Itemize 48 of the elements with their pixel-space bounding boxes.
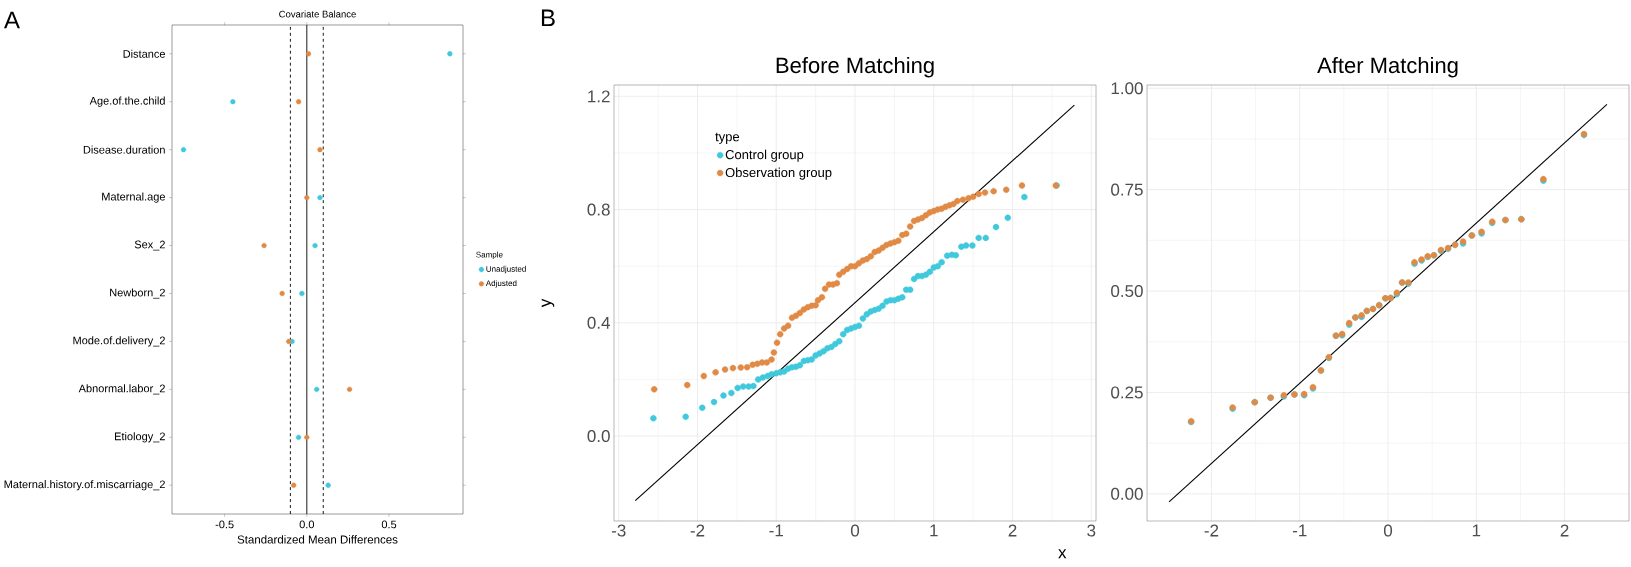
y-tick-label: Maternal.age bbox=[102, 192, 165, 203]
legend-label: Unadjusted bbox=[486, 265, 526, 274]
y-tick-label: Mode.of.delivery_2 bbox=[73, 336, 165, 347]
x-tick-label: -0.5 bbox=[215, 520, 234, 529]
x-tick-label: 0.0 bbox=[299, 520, 315, 529]
x-tick-label: 0.5 bbox=[381, 520, 397, 529]
x-tick-label: 0 bbox=[850, 524, 860, 537]
x-tick-label: 2 bbox=[1008, 524, 1017, 537]
y-tick-label: 1.00 bbox=[1111, 82, 1143, 95]
chart-title: Covariate Balance bbox=[279, 10, 356, 18]
text: A bbox=[3, 11, 20, 29]
x-axis-title: x bbox=[1058, 549, 1067, 559]
y-tick-label: 0.4 bbox=[587, 316, 610, 329]
x-tick-label: 1 bbox=[930, 524, 938, 537]
text: B bbox=[541, 9, 555, 27]
y-tick-label: Distance bbox=[123, 49, 165, 58]
legend-label: Observation group bbox=[725, 167, 832, 180]
y-tick-label: Maternal.history.of.miscarriage_2 bbox=[4, 480, 165, 491]
y-tick-label: 0.50 bbox=[1111, 285, 1143, 298]
y-tick-label: 0.00 bbox=[1111, 487, 1143, 500]
x-tick-label: -3 bbox=[611, 524, 626, 537]
x-tick-label: -1 bbox=[769, 524, 783, 537]
legend-title: type bbox=[715, 132, 740, 144]
x-tick-label: -2 bbox=[690, 524, 705, 537]
y-tick-label: Etiology_2 bbox=[115, 432, 165, 443]
y-tick-label: 1.2 bbox=[588, 90, 610, 103]
y-axis-title: y bbox=[541, 298, 555, 308]
y-tick-label: Abnormal.labor_2 bbox=[78, 384, 165, 395]
y-tick-label: Newborn_2 bbox=[110, 288, 165, 299]
x-tick-label: 1 bbox=[1472, 524, 1481, 537]
y-tick-label: Disease.duration bbox=[83, 145, 165, 154]
y-tick-label: 0.25 bbox=[1111, 386, 1143, 399]
y-tick-label: Age.of.the.child bbox=[89, 96, 165, 107]
chart-title: After Matching bbox=[1317, 56, 1458, 78]
y-tick-label: 0.8 bbox=[587, 203, 610, 216]
legend-title: Sample bbox=[476, 251, 503, 260]
x-tick-label: 2 bbox=[1560, 524, 1569, 537]
legend-label: Control group bbox=[725, 149, 804, 162]
chart-title: Before Matching bbox=[776, 56, 934, 78]
x-axis-title: Standardized Mean Differences bbox=[237, 535, 398, 544]
y-tick-label: 0.75 bbox=[1111, 183, 1143, 196]
x-tick-label: 0 bbox=[1383, 524, 1393, 537]
x-tick-label: 3 bbox=[1087, 524, 1096, 537]
x-tick-label: -2 bbox=[1204, 524, 1219, 537]
legend-label: Adjusted bbox=[485, 280, 517, 288]
x-tick-label: -1 bbox=[1292, 524, 1307, 537]
y-tick-label: 0.0 bbox=[587, 430, 610, 443]
y-tick-label: Sex_2 bbox=[134, 240, 165, 251]
